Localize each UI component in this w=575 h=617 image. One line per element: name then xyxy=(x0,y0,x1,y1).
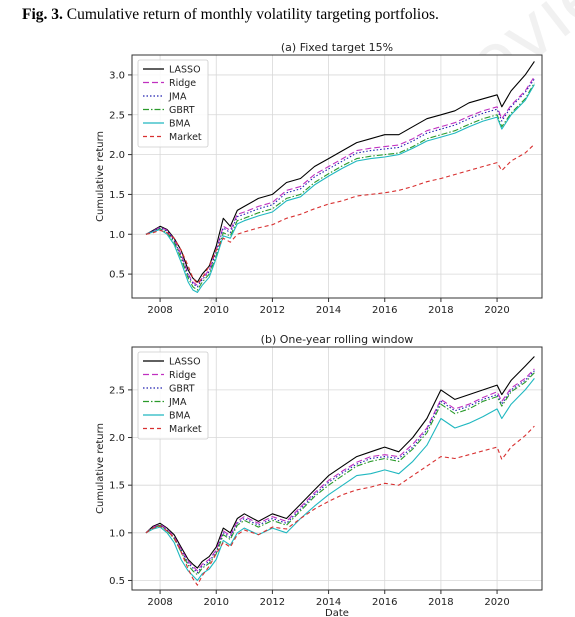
y-tick-label: 2.0 xyxy=(109,150,125,161)
figure-label: Fig. 3. xyxy=(22,6,63,23)
x-tick-label: 2014 xyxy=(316,597,341,608)
legend-label-lasso: LASSO xyxy=(169,357,201,368)
series-line-ridge xyxy=(145,76,535,286)
x-tick-label: 2010 xyxy=(204,597,229,608)
legend-box xyxy=(137,59,209,148)
series-line-lasso xyxy=(145,61,535,283)
x-axis-label: Date xyxy=(325,608,349,617)
legend-label-jma: JMA xyxy=(168,397,187,408)
y-tick-label: 2.0 xyxy=(109,433,125,444)
legend-label-market: Market xyxy=(169,132,202,143)
series-line-lasso xyxy=(145,356,535,569)
y-tick-label: 2.5 xyxy=(109,110,125,121)
y-axis-label: Cumulative return xyxy=(95,423,106,514)
legend-label-gbrt: GBRT xyxy=(169,384,195,395)
series-line-ridge xyxy=(145,368,535,572)
chart-title: (b) One-year rolling window xyxy=(261,333,414,346)
figure-caption-text: Cumulative return of monthly volatility … xyxy=(66,6,439,23)
legend: LASSO Ridge JMA GBRT BMA Market xyxy=(137,59,209,148)
chart-title: (a) Fixed target 15% xyxy=(281,41,393,54)
legend-label-gbrt: GBRT xyxy=(169,105,195,116)
series-line-market xyxy=(145,143,535,285)
series-line-market xyxy=(145,425,535,586)
chart-2: 2008 2010 2012 2014 2016 2018 2020 0.5 1.0 1.5 2.0… xyxy=(95,333,543,617)
y-tick-label: 1.5 xyxy=(109,190,125,201)
legend-label-ridge: Ridge xyxy=(169,370,196,381)
y-tick-label: 0.5 xyxy=(109,270,125,281)
x-tick-label: 2020 xyxy=(484,597,509,608)
x-tick-label: 2008 xyxy=(147,305,172,316)
x-tick-label: 2018 xyxy=(428,597,453,608)
series-line-jma xyxy=(145,78,535,288)
y-tick-label: 2.5 xyxy=(109,385,125,396)
figure-caption: Fig. 3. Cumulative return of monthly vol… xyxy=(22,6,562,24)
y-tick-label: 3.0 xyxy=(109,70,125,81)
legend-label-bma: BMA xyxy=(169,411,191,422)
y-tick-label: 1.0 xyxy=(109,528,125,539)
series-line-gbrt xyxy=(145,82,535,291)
x-tick-label: 2010 xyxy=(204,305,229,316)
y-tick-label: 0.5 xyxy=(109,576,125,587)
legend: LASSO Ridge GBRT JMA BMA Market xyxy=(137,351,209,440)
x-tick-label: 2018 xyxy=(428,305,453,316)
x-tick-label: 2008 xyxy=(147,597,172,608)
series-line-bma xyxy=(145,84,535,293)
legend-label-lasso: LASSO xyxy=(169,65,201,76)
legend-label-market: Market xyxy=(169,424,202,435)
x-tick-label: 2016 xyxy=(372,597,397,608)
legend-label-bma: BMA xyxy=(169,119,191,130)
legend-label-jma: JMA xyxy=(168,92,187,103)
series-line-jma xyxy=(145,372,535,576)
y-tick-label: 1.0 xyxy=(109,230,125,241)
plot-frame xyxy=(131,346,543,591)
x-tick-label: 2016 xyxy=(372,305,397,316)
x-tick-label: 2012 xyxy=(260,597,285,608)
x-tick-label: 2014 xyxy=(316,305,341,316)
legend-box xyxy=(137,351,209,440)
chart-1: 2008 2010 2012 2014 2016 2018 2020 0.5 1.0 1.5 2.0… xyxy=(95,41,543,316)
x-tick-label: 2020 xyxy=(484,305,509,316)
y-tick-label: 1.5 xyxy=(109,481,125,492)
legend-label-ridge: Ridge xyxy=(169,78,196,89)
series-line-gbrt xyxy=(145,370,535,574)
x-tick-label: 2012 xyxy=(260,305,285,316)
plot-frame xyxy=(131,54,543,299)
y-axis-label: Cumulative return xyxy=(95,131,106,222)
